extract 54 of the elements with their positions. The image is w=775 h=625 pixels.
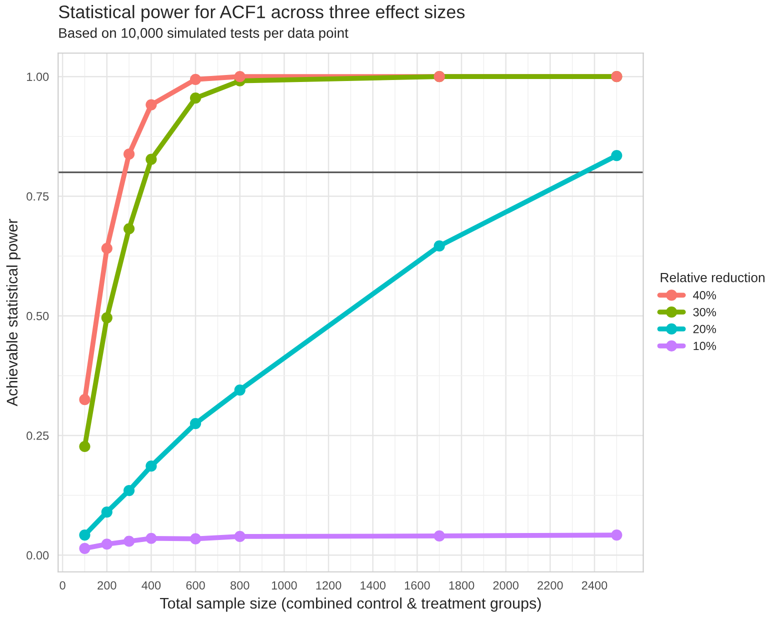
x-tick-label: 1800 <box>449 581 474 590</box>
chart-title: Statistical power for ACF1 across three effect sizes <box>58 5 465 22</box>
x-axis-title: Total sample size (combined control & treatment groups) <box>160 597 541 612</box>
x-tick-label: 2400 <box>582 581 608 590</box>
point <box>434 530 445 542</box>
point <box>146 532 157 544</box>
x-tick-label: 400 <box>142 581 161 590</box>
x-tick-label: 2200 <box>538 581 563 590</box>
point <box>101 506 112 518</box>
point <box>190 92 202 104</box>
point <box>146 154 157 165</box>
point <box>611 150 622 162</box>
point <box>146 99 157 110</box>
y-tick-label: 0.25 <box>26 432 49 440</box>
x-tick-label: 200 <box>98 581 116 590</box>
x-tick-label: 1600 <box>404 581 430 590</box>
point <box>101 312 112 324</box>
x-tick-label: 600 <box>186 581 205 590</box>
y-tick-label: 0.75 <box>26 192 49 201</box>
point <box>79 542 90 554</box>
x-tick-label: 0 <box>60 581 66 590</box>
y-tick-label: 1.00 <box>27 72 49 81</box>
point <box>234 384 246 396</box>
y-axis-title: Achievable statistical power <box>6 218 21 406</box>
point <box>123 223 135 234</box>
x-tick-label: 1400 <box>360 581 386 590</box>
x-tick-label: 800 <box>230 581 250 590</box>
point <box>190 418 202 430</box>
point <box>79 440 90 452</box>
point <box>123 484 135 496</box>
point <box>79 394 90 406</box>
legend-title: Relative reduction <box>660 272 764 282</box>
legend-label: 30% <box>693 308 716 316</box>
legend-label: 10% <box>694 342 716 350</box>
point <box>146 460 157 472</box>
point <box>434 240 445 252</box>
point <box>123 148 135 160</box>
x-tick-label: 1200 <box>316 581 342 590</box>
point <box>234 71 246 82</box>
point <box>101 242 112 254</box>
point <box>611 529 622 541</box>
point <box>123 536 135 547</box>
chart-subtitle: Based on 10,000 simulated tests per data point <box>59 28 348 41</box>
x-tick-label: 2000 <box>493 581 519 590</box>
legend-label: 40% <box>693 291 716 300</box>
legend-label: 20% <box>693 324 716 334</box>
y-tick-label: 0.50 <box>26 312 49 320</box>
point <box>234 530 246 542</box>
point <box>190 74 202 85</box>
x-tick-label: 1000 <box>272 581 297 590</box>
point <box>79 529 90 541</box>
point <box>190 533 202 544</box>
point <box>101 538 112 550</box>
y-tick-label: 0.00 <box>26 551 49 560</box>
